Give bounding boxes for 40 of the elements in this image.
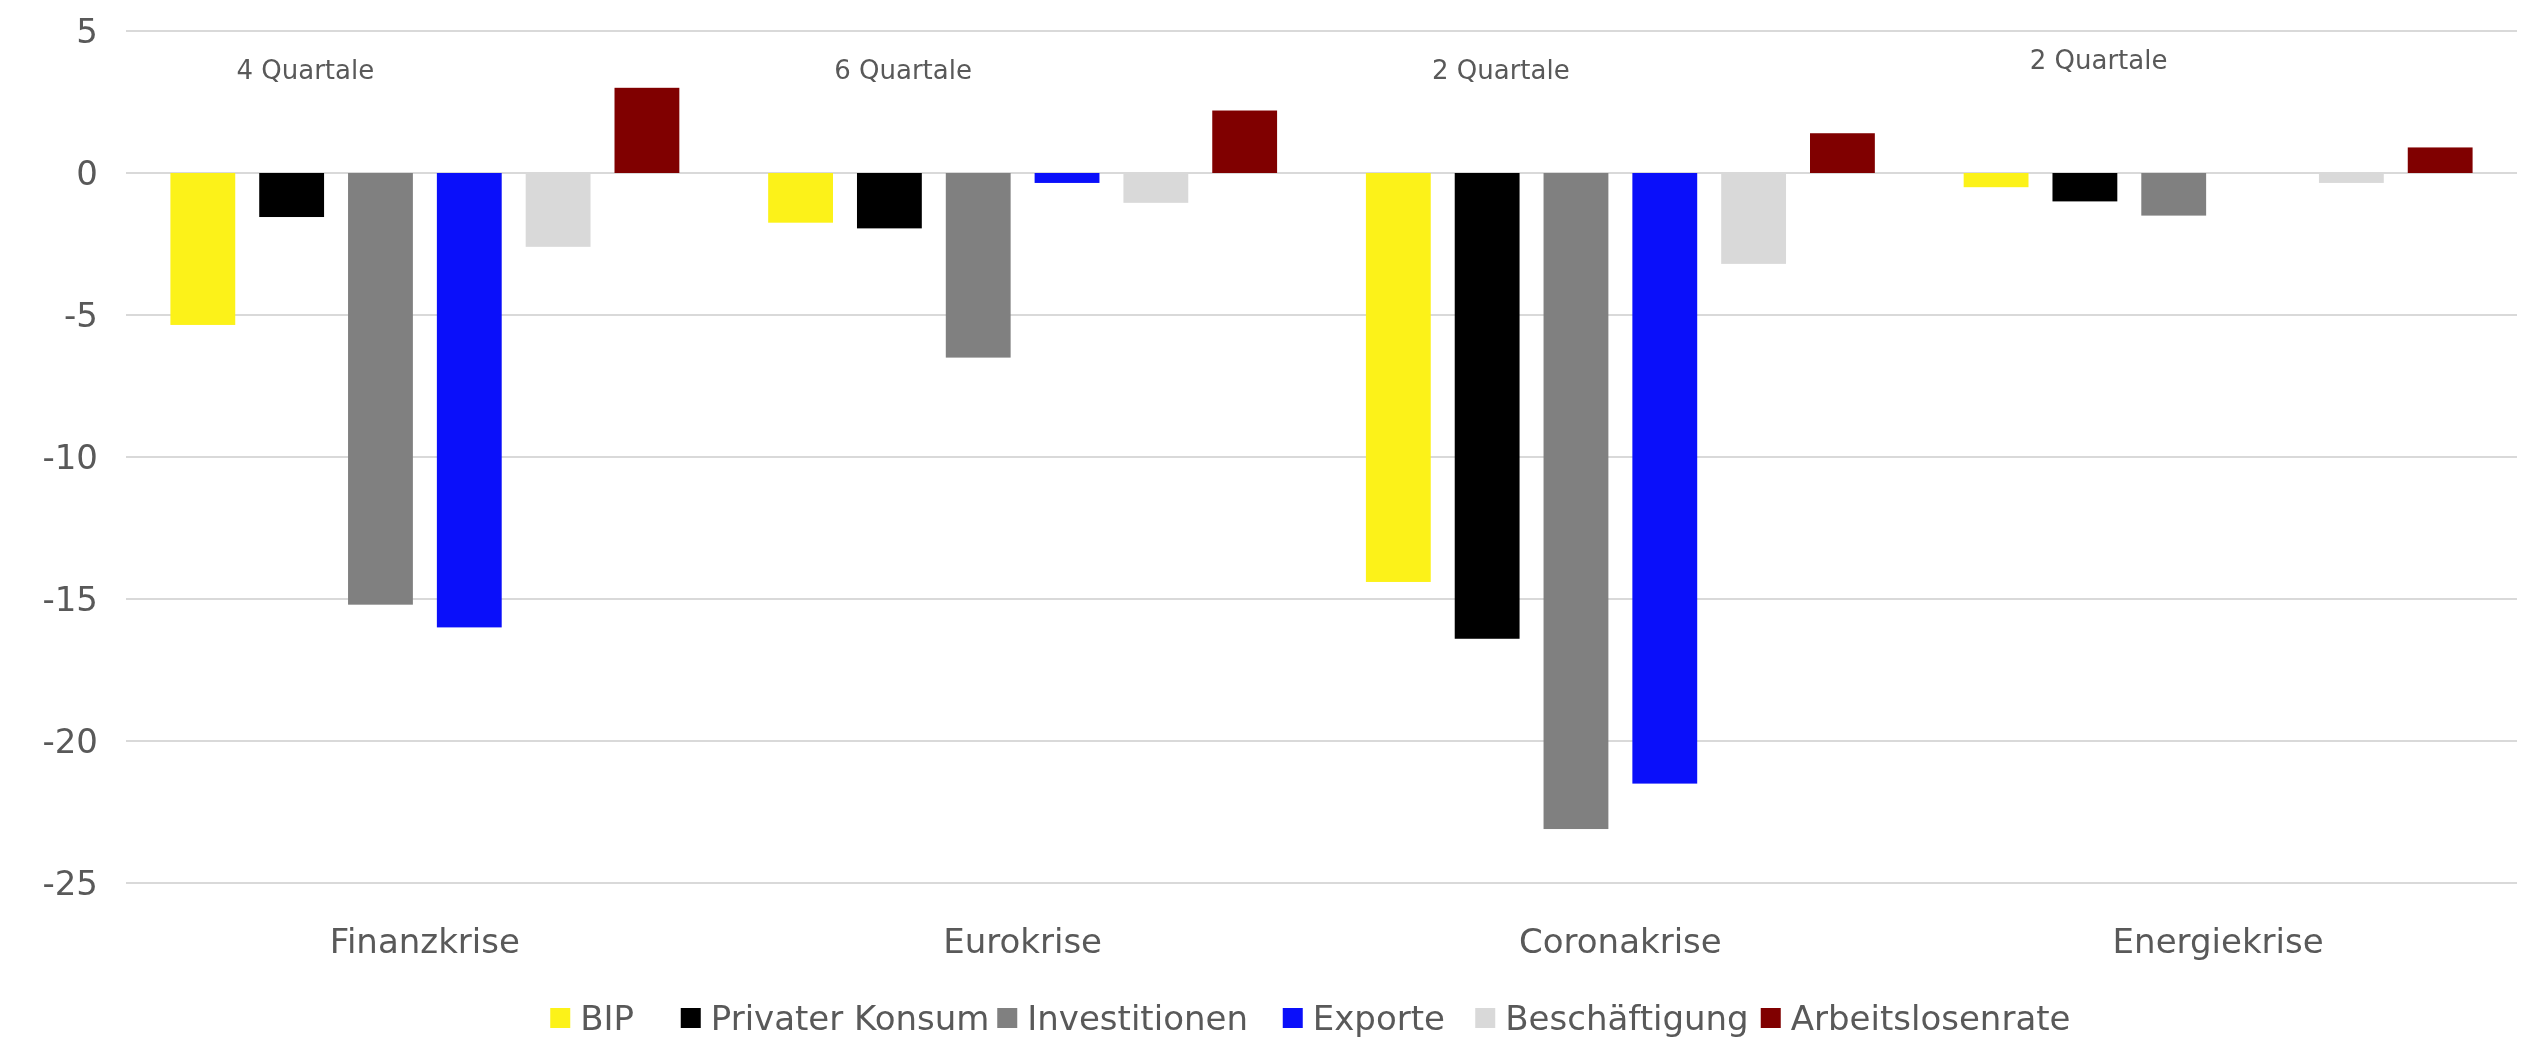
bar	[1034, 173, 1100, 183]
y-tick-label: 0	[76, 152, 98, 193]
bar	[1810, 133, 1875, 173]
bar	[2407, 147, 2473, 173]
y-tick-label: 5	[76, 10, 98, 51]
bar	[436, 173, 502, 628]
y-tick-label: -25	[42, 862, 98, 903]
y-tick-label: -15	[42, 578, 98, 619]
x-tick-label: Eurokrise	[943, 921, 1103, 961]
x-tick-label: Finanzkrise	[329, 921, 520, 961]
bar	[1632, 173, 1698, 784]
bar	[768, 173, 833, 223]
legend-label: Arbeitslosenrate	[1790, 997, 2071, 1038]
annotation: 2 Quartale	[1431, 55, 1570, 86]
bar	[259, 173, 325, 218]
bar	[614, 87, 680, 173]
bar	[945, 173, 1011, 358]
legend-label: Beschäftigung	[1505, 997, 1749, 1038]
bar	[1543, 173, 1609, 830]
x-tick-label: Coronakrise	[1519, 921, 1722, 961]
y-tick-label: -20	[42, 720, 98, 761]
annotation: 6 Quartale	[834, 55, 972, 86]
legend-label: BIP	[580, 997, 635, 1038]
bar	[856, 173, 922, 229]
bar	[170, 173, 236, 325]
legend-label: Investitionen	[1027, 997, 1248, 1038]
y-tick-label: -10	[42, 436, 98, 477]
bar	[1963, 173, 2029, 188]
bar	[1212, 110, 1278, 173]
annotation: 4 Quartale	[236, 55, 375, 86]
bar	[1454, 173, 1520, 639]
bar	[348, 173, 413, 605]
legend-label: Exporte	[1312, 997, 1445, 1038]
y-tick-label: -5	[64, 294, 98, 335]
x-tick-label: Energiekrise	[2112, 921, 2324, 961]
bar	[1365, 173, 1431, 582]
legend-label: Privater Konsum	[710, 997, 990, 1038]
bar	[2141, 173, 2207, 216]
annotation: 2 Quartale	[2029, 45, 2168, 76]
bar	[2052, 173, 2118, 202]
